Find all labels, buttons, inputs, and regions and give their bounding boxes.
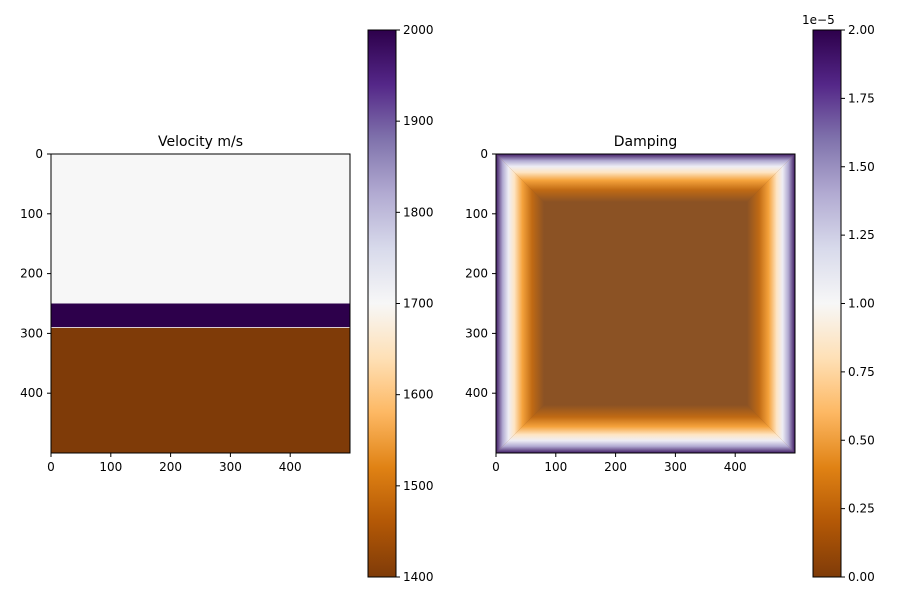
velocity-layer [51,327,350,453]
velocity-panel: Velocity m/s 0 100 200 300 400 0 100 200 300 400 [20,134,351,474]
colorbar-tick-label: 2000 [403,23,434,37]
damping-ramp-left [496,154,544,453]
colorbar-tick-label: 1.50 [848,160,875,174]
velocity-x-axis: 0 100 200 300 400 [47,453,302,474]
y-tick-label: 400 [20,386,43,400]
y-tick-label: 200 [20,267,43,281]
y-tick-label: 0 [35,147,43,161]
colorbar-tick-label: 0.00 [848,570,875,584]
colorbar-tick-label: 1.00 [848,297,875,311]
velocity-colorbar: 1400 1500 1600 1700 1800 1900 2000 [367,23,434,584]
y-tick-label: 0 [480,147,488,161]
x-tick-label: 0 [47,460,55,474]
x-tick-label: 400 [724,460,747,474]
colorbar-tick-label: 1500 [403,479,434,493]
damping-title: Damping [614,134,678,150]
damping-colorbar-ticks: 0.00 0.25 0.50 0.75 1.00 1.25 1.50 1.75 2.00 [841,23,875,584]
damping-colorbar-offset: 1e−5 [802,13,835,27]
x-tick-label: 200 [604,460,627,474]
velocity-colorbar-gradient [368,30,396,577]
colorbar-tick-label: 0.50 [848,433,875,447]
damping-axes-frame [495,153,796,454]
x-tick-label: 100 [544,460,567,474]
y-tick-label: 200 [465,267,488,281]
damping-ramp-bottom [496,405,795,453]
velocity-image [51,154,350,453]
y-tick-label: 100 [465,207,488,221]
colorbar-tick-label: 2.00 [848,23,875,37]
colorbar-tick-label: 1.75 [848,91,875,105]
x-tick-label: 0 [492,460,500,474]
x-tick-label: 100 [99,460,122,474]
velocity-colorbar-ticks: 1400 1500 1600 1700 1800 1900 2000 [396,23,434,584]
x-tick-label: 300 [664,460,687,474]
y-tick-label: 400 [465,386,488,400]
velocity-layer [51,154,350,304]
colorbar-tick-label: 0.75 [848,365,875,379]
damping-interior [496,154,795,453]
velocity-layer [51,303,350,328]
colorbar-tick-label: 0.25 [848,502,875,516]
damping-x-axis: 0 100 200 300 400 [492,453,747,474]
damping-ramp-right [747,154,795,453]
colorbar-tick-label: 1800 [403,205,434,219]
damping-image [496,154,795,453]
velocity-axes-frame [50,153,351,454]
velocity-title: Velocity m/s [158,134,243,150]
x-tick-label: 400 [279,460,302,474]
colorbar-tick-label: 1900 [403,114,434,128]
damping-y-axis: 0 100 200 300 400 [465,147,496,400]
damping-ramp-top [496,154,795,202]
colorbar-tick-label: 1.25 [848,228,875,242]
colorbar-tick-label: 1400 [403,570,434,584]
y-tick-label: 100 [20,207,43,221]
damping-colorbar-gradient [813,30,841,577]
x-tick-label: 300 [219,460,242,474]
velocity-y-axis: 0 100 200 300 400 [20,147,51,400]
colorbar-tick-label: 1600 [403,388,434,402]
x-tick-label: 200 [159,460,182,474]
y-tick-label: 300 [20,326,43,340]
colorbar-tick-label: 1700 [403,297,434,311]
y-tick-label: 300 [465,326,488,340]
damping-panel: Damping 0 100 200 300 400 0 100 200 300 400 [465,134,796,474]
damping-colorbar: 0.00 0.25 0.50 0.75 1.00 1.25 1.50 1.75 2.00 1e−… [802,13,875,584]
